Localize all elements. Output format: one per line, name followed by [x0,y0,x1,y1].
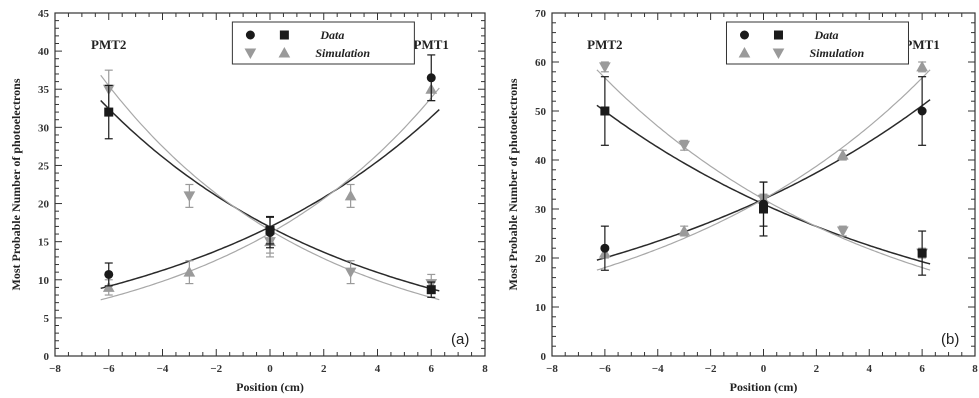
legend-sim-marker-1 [738,46,751,58]
panel-b: −8 −6 −4 −2 0 2 4 6 8 0 10 20 30 40 50 60 70 Position (cm… [506,8,978,394]
pmt2-label: PMT2 [587,37,622,52]
y-tick-label: 30 [38,122,50,134]
legend-square-marker [279,30,289,40]
marker-data_pmt2 [104,107,114,117]
y-tick-label: 0 [44,351,50,363]
marker-sim_pmt1 [344,189,357,201]
legend-box [231,21,415,65]
panel-label: (a) [451,331,469,348]
marker-sim_pmt2 [678,140,691,152]
legend: Data Simulation [231,21,415,65]
legend-label-simulation: Simulation [315,46,370,60]
marker-data_pmt1 [104,269,114,279]
panel-label: (b) [941,331,959,348]
legend-circle-marker [739,30,749,40]
x-tick-label: −4 [157,363,169,375]
x-tick-label: 4 [375,363,381,375]
y-tick-label: 40 [38,46,50,58]
fit-curve-sim_pmt1 [596,69,931,271]
marker-sim_pmt1 [102,281,115,292]
y-tick-label: 15 [38,237,50,249]
y-tick-label: 10 [535,302,547,314]
marker-sim_pmt2 [344,267,357,279]
legend-box [725,21,909,65]
legend-sim-marker-1 [244,48,257,60]
marker-data_pmt1 [600,243,610,253]
marker-data_pmt2 [759,204,768,214]
marker-data_pmt1 [917,106,927,116]
x-tick-label: −8 [49,363,61,375]
pmt2-label: PMT2 [91,37,126,52]
y-tick-label: 5 [44,313,50,325]
x-axis-label: Position (cm) [236,380,304,394]
x-tick-label: 4 [867,363,873,375]
y-tick-label: 10 [38,275,50,287]
y-tick-label: 70 [535,8,547,20]
panel-a: −8 −6 −4 −2 0 2 4 6 8 0 5 10 15 20 25 30 35 40 45 Position … [9,8,488,394]
x-tick-label: 2 [321,363,327,375]
x-tick-label: −2 [210,363,222,375]
legend-circle-marker [245,30,255,40]
y-tick-label: 45 [38,8,50,20]
legend-sim-marker-2 [772,48,785,60]
marker-sim_pmt2 [183,191,196,202]
y-tick-label: 50 [535,106,547,118]
x-tick-label: 8 [482,363,488,375]
x-tick-label: 6 [919,363,925,375]
legend-label-data: Data [813,28,838,42]
marker-data_pmt2 [600,106,610,116]
legend: Data Simulation [725,21,909,65]
y-axis-label: Most Probable Number of photoelectrons [9,78,23,290]
fit-curve-sim_pmt2 [596,69,931,271]
marker-data_pmt2 [426,285,436,295]
fit-curve-data_pmt1 [100,109,440,290]
y-tick-label: 40 [535,155,547,167]
x-tick-label: −4 [652,363,664,375]
pmt1-label: PMT1 [414,37,449,52]
x-tick-label: 0 [761,363,767,375]
marker-sim_pmt2 [836,226,849,238]
marker-data_pmt2 [265,225,275,235]
x-tick-label: 0 [267,363,273,375]
marker-data_pmt1 [426,73,436,83]
marker-sim_pmt2 [599,62,611,73]
marker-data_pmt2 [917,248,927,258]
x-tick-label: 6 [429,363,435,375]
legend-sim-marker-2 [278,46,291,58]
pmt1-label: PMT1 [904,37,939,52]
x-tick-label: −2 [705,363,717,375]
y-tick-label: 20 [38,199,50,211]
y-tick-label: 35 [38,84,50,96]
fit-curve-sim_pmt2 [100,74,440,301]
y-tick-label: 20 [535,253,547,265]
y-tick-label: 25 [38,160,50,172]
x-tick-label: −6 [103,363,115,375]
x-axis-label: Position (cm) [730,380,798,394]
x-tick-label: 8 [972,363,978,375]
marker-sim_pmt1 [836,149,849,160]
legend-label-simulation: Simulation [809,46,864,60]
marker-sim_pmt1 [183,266,196,277]
fit-curve-data_pmt2 [100,99,440,292]
x-tick-label: −8 [546,363,558,375]
legend-square-marker [773,30,783,40]
marker-sim_pmt1 [916,60,928,72]
fit-curve-sim_pmt1 [100,87,440,301]
y-axis-label: Most Probable Number of photoelectrons [506,78,520,290]
y-tick-label: 0 [541,351,547,363]
x-tick-label: −6 [599,363,611,375]
legend-label-data: Data [319,28,344,42]
marker-sim_pmt1 [678,225,691,236]
y-tick-label: 30 [535,204,547,216]
x-tick-label: 2 [814,363,820,375]
y-tick-label: 60 [535,57,547,69]
